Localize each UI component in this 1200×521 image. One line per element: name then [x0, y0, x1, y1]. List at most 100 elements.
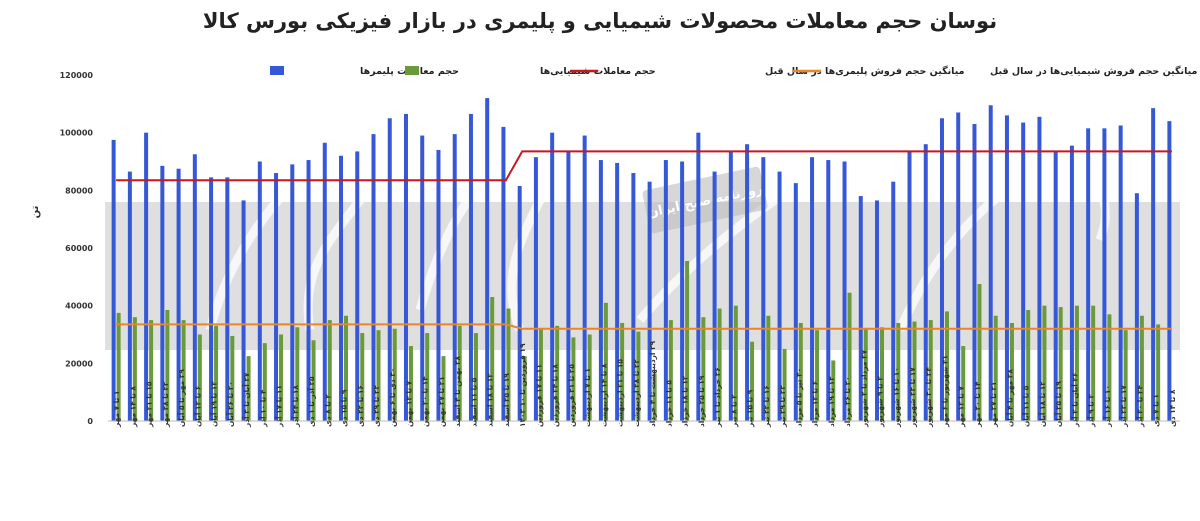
polymer-bar — [420, 135, 425, 422]
chemical-bar — [116, 312, 121, 421]
chemical-bar — [603, 302, 608, 421]
polymer-bar — [1102, 128, 1107, 421]
x-tick-label: ۲۳ تا ۲۹ دی — [372, 385, 381, 427]
bars — [111, 98, 1172, 422]
chemical-bar — [993, 315, 998, 421]
legend-label: میانگین حجم فروش شیمیایی‌ها در سال قبل — [990, 65, 1198, 77]
x-tick-label: ۱ تا ۷ اردیبهشت — [583, 368, 592, 427]
chemical-bar — [408, 346, 413, 421]
x-tick-label: ۶ تا ۱۲ آبان — [192, 386, 202, 427]
chemical-bar — [376, 330, 381, 421]
chemical-bar — [262, 343, 267, 421]
x-tick-label: ۱۵ تا ۲۱ مهر — [145, 381, 154, 428]
chemical-bar — [1123, 330, 1128, 421]
chemical-bar — [1074, 305, 1079, 421]
chemical-bar — [766, 315, 771, 421]
chemical-bar — [490, 297, 495, 421]
chemical-bar — [327, 320, 332, 421]
x-axis: ۱ تا ۷ مهر ۸ تا ۱۴ مهر ۱۵ تا ۲۱ مهر ۲۲ تا ۲… — [108, 340, 1180, 428]
polymer-bar — [436, 149, 441, 421]
polymer-bar — [403, 113, 408, 422]
polymer-bar — [793, 183, 798, 421]
polymer-bar — [127, 171, 132, 421]
chemical-bar — [181, 320, 186, 421]
chemical-bar — [441, 356, 446, 421]
chemical-bar — [279, 334, 284, 421]
x-tick-label: ۲۳ تا ۲۹ تیر — [778, 385, 787, 428]
polymer-bar — [582, 135, 587, 422]
polymer-bar — [241, 200, 246, 421]
polymer-bar — [956, 112, 961, 421]
x-tick-label: ۷ تا ۱۳ بهمن — [404, 380, 413, 427]
x-tick-label: ۱۱ تا ۱۷ آذر — [274, 385, 284, 428]
chemical-bar — [798, 322, 803, 421]
chemical-bar — [1139, 315, 1144, 421]
chemical-bar — [392, 328, 397, 421]
x-tick-label: ۴ تا ۱۰ آذر — [257, 389, 267, 428]
chemical-bar — [165, 309, 170, 421]
chemical-bar — [149, 320, 154, 421]
polymer-bar — [988, 105, 993, 422]
chemical-bar — [701, 317, 706, 421]
chemical-bar — [717, 308, 722, 421]
x-tick-label: ۲۵ تا ۳۱ فروردین — [567, 364, 576, 427]
x-tick-label: ۲۲ تا ۲۸ اردیبهشت — [632, 359, 641, 427]
chemical-bar — [1026, 309, 1031, 421]
polymer-bar — [485, 98, 490, 422]
x-tick-label: ۲۹ اردیبهشت تا ۴ خرداد — [648, 340, 657, 427]
chemical-bar — [295, 327, 300, 421]
polymer-bar — [517, 186, 522, 421]
y-axis-label: تن — [30, 205, 41, 218]
x-tick-label: ۱۳ تا ۱۹ آبان — [209, 381, 219, 427]
x-tick-label: ۱۲ تا ۱۸ خرداد — [681, 375, 690, 427]
x-tick-label: ۱۹ تا ۲۵ خرداد — [697, 375, 706, 427]
y-tick-label: 0 — [87, 417, 93, 426]
polymer-bar — [1069, 145, 1074, 421]
x-tick-label: ۲۰ تا ۲۶ آبان — [225, 381, 235, 427]
polymer-bar — [322, 142, 327, 421]
x-tick-label: ۲۰ تا ۲۶ مرداد — [843, 376, 852, 427]
x-tick-label: ۹ تا ۱۵ تیر — [746, 389, 755, 428]
polymer-bar — [1118, 125, 1123, 421]
x-tick-label: ۲۱ تا ۲۷ بهمن — [437, 376, 446, 427]
x-tick-label: ۲ تا ۸ تیر — [729, 394, 738, 428]
legend-swatch — [405, 66, 419, 75]
polymer-bar — [452, 134, 457, 421]
x-tick-label: ۱۳ تا ۱۹ مرداد — [827, 376, 836, 427]
x-tick-label: ۱۶ تا ۲۲ تیر — [762, 385, 771, 428]
legend-label: میانگین حجم فروش پلیمری‌ها در سال قبل — [765, 65, 965, 77]
polymer-bar — [615, 162, 620, 422]
chemical-bar — [685, 260, 690, 421]
chemical-bar — [847, 292, 852, 421]
chemical-bar — [977, 284, 982, 421]
x-tick-label: ۱۲ تا ۱۸ آبان — [1037, 381, 1047, 427]
polymer-bar — [160, 165, 165, 421]
polymer-bar — [891, 181, 896, 421]
chemical-bar — [880, 327, 885, 421]
x-tick-label: ۱۷ تا ۲۳ آذر — [1118, 385, 1128, 428]
polymer-bar — [907, 151, 912, 422]
x-tick-label: ۱۹ تا ۲۵ اسفند — [502, 373, 511, 427]
x-tick-label: ۵ تا ۱۱ اسفند — [469, 377, 478, 427]
chemical-bar — [457, 325, 462, 421]
x-tick-label: ۱۶ تا ۲۲ دی — [356, 385, 365, 427]
x-tick-label: ۲۲ تا ۲۸ مهر — [161, 381, 170, 428]
polymer-bar — [858, 196, 863, 421]
chemical-bar — [197, 334, 202, 421]
chemical-bar — [522, 356, 527, 421]
polymer-bar — [533, 157, 538, 422]
chemical-bar — [246, 356, 251, 421]
chemical-bar — [1091, 305, 1096, 421]
polymer-bar — [663, 160, 668, 421]
polymer-bar — [501, 126, 506, 422]
x-tick-label: ۱۸ تا ۲۴ فروردین — [551, 364, 560, 427]
chart-title: نوسان حجم معاملات محصولات شیمیایی و پلیم… — [203, 9, 997, 33]
x-tick-label: ۲۹ مهر تا ۵ آبان — [176, 369, 186, 427]
chemical-bar — [668, 320, 673, 421]
polymer-bar — [468, 113, 473, 422]
x-tick-label: ۵ تا ۱۱ خرداد — [664, 380, 673, 427]
chemical-bar — [132, 317, 137, 421]
polymer-bar — [1004, 115, 1009, 421]
